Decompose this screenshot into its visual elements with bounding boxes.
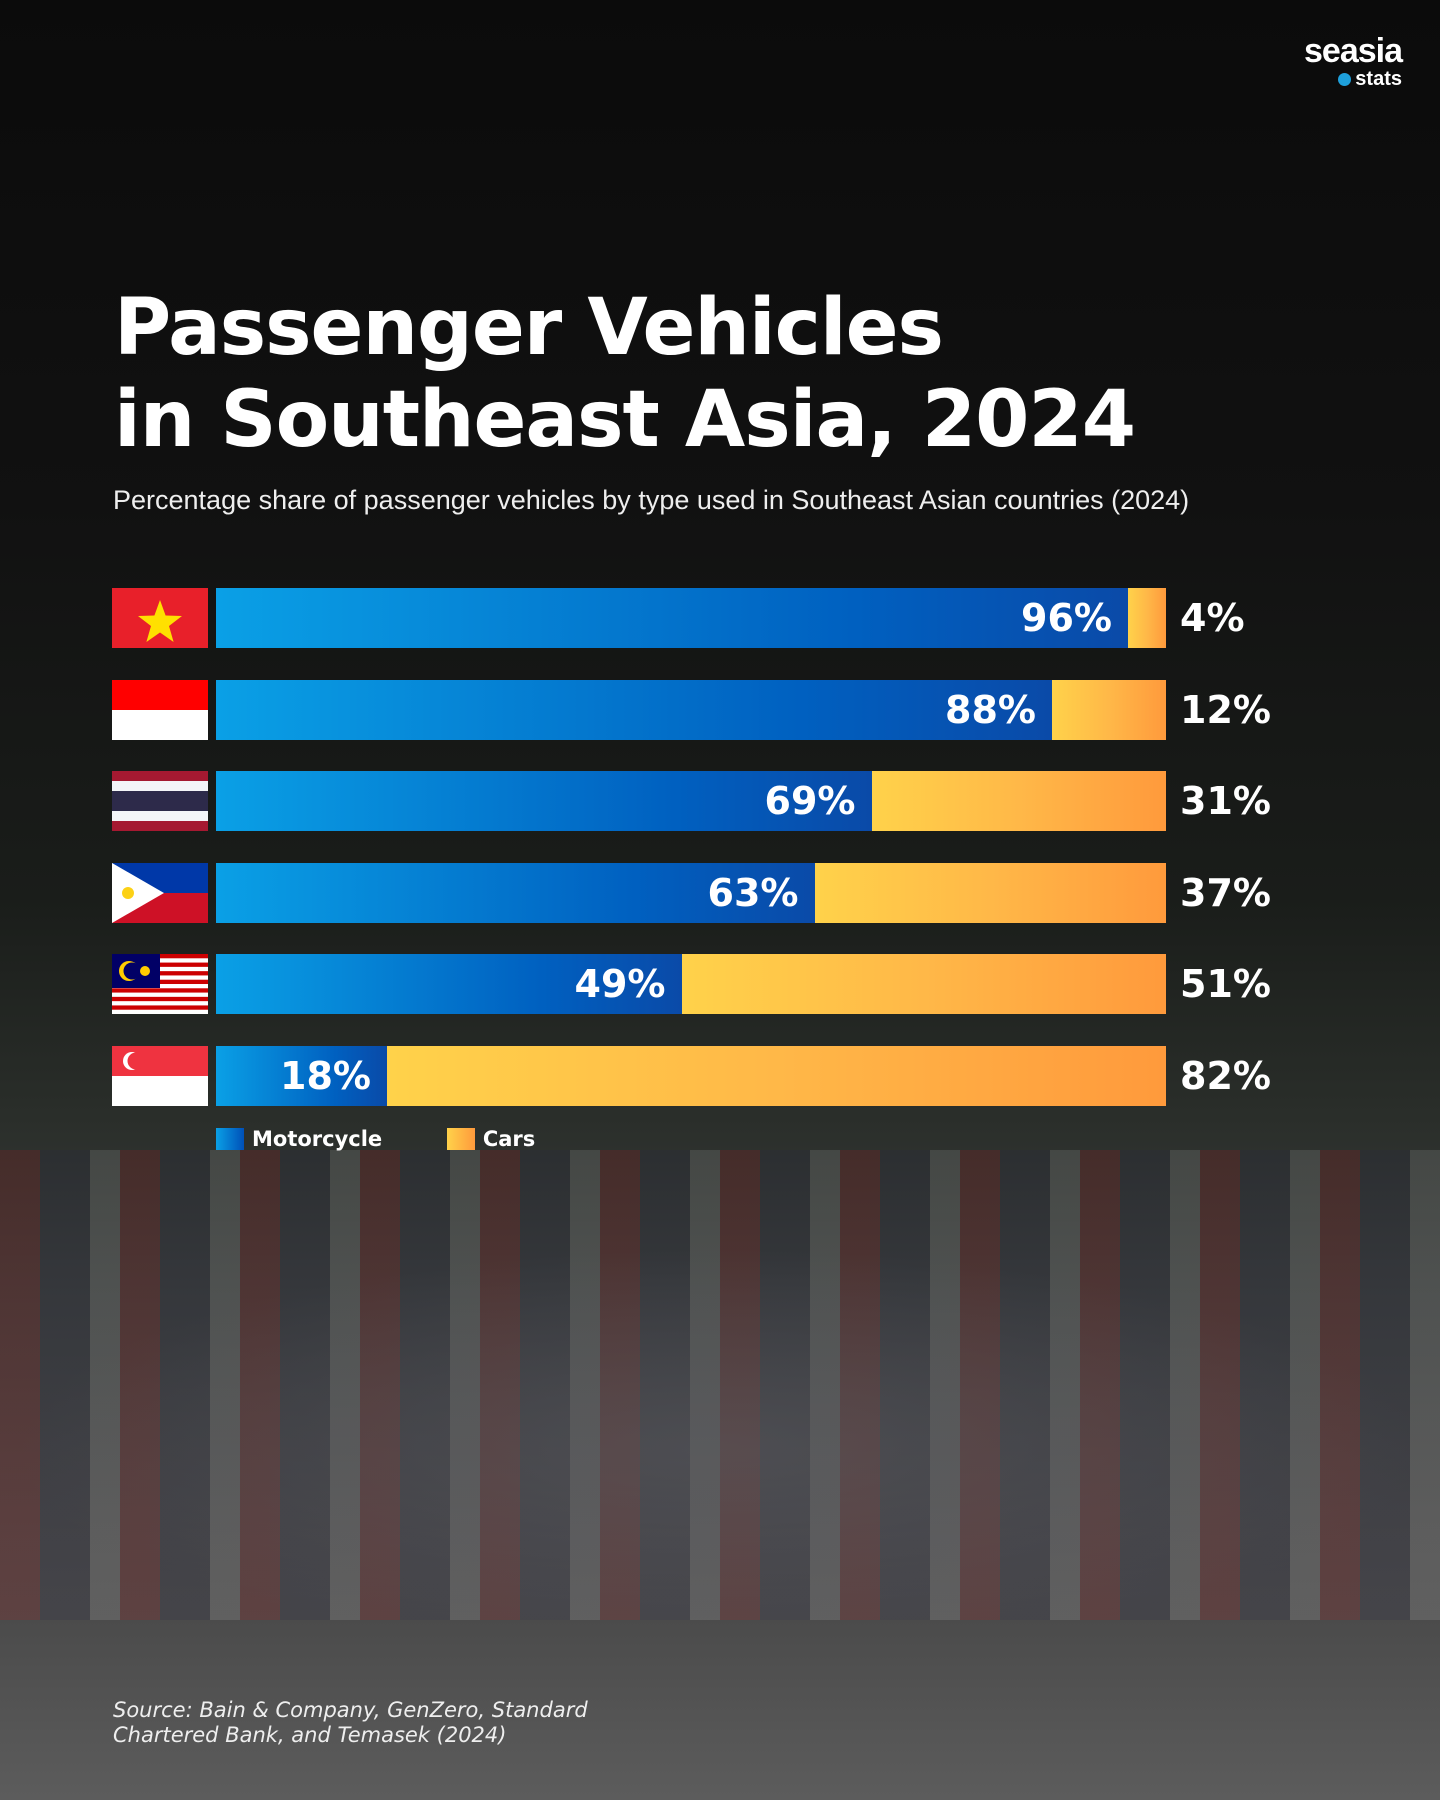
bar-cars-indonesia (1052, 680, 1166, 740)
logo-sub: stats (1355, 68, 1402, 90)
bar-motorcycle-philippines (216, 863, 815, 923)
bar-cars-thailand (871, 771, 1166, 831)
bar-motorcycle-malaysia (216, 954, 682, 1014)
title-line-2: in Southeast Asia, 2024 (114, 375, 1136, 465)
bar-motorcycle-thailand (216, 771, 872, 831)
stacked-bar: 49% (216, 954, 1166, 1014)
stacked-bar: 88% (216, 680, 1166, 740)
bar-motorcycle-vietnam (216, 588, 1128, 648)
bar-row-singapore: 18% 82% (112, 1046, 1412, 1106)
flag-philippines-icon (112, 863, 208, 923)
legend-label-cars: Cars (482, 1127, 536, 1151)
source-line-1: Source: Bain & Company, GenZero, Standar… (113, 1698, 588, 1722)
label-cars-singapore: 82% (1180, 1054, 1271, 1098)
stacked-bar: 69% (216, 771, 1166, 831)
bar-row-thailand: 69% 31% (112, 771, 1412, 831)
bar-row-indonesia: 88% 12% (112, 680, 1412, 740)
bar-row-philippines: 63% 37% (112, 863, 1412, 923)
bar-row-malaysia: 49% 51% (112, 954, 1412, 1014)
bar-cars-malaysia (681, 954, 1166, 1014)
label-motorcycle-thailand: 69% (764, 779, 856, 823)
flag-singapore-icon (112, 1046, 208, 1106)
label-cars-thailand: 31% (1180, 779, 1271, 823)
source-note: Source: Bain & Company, GenZero, Standar… (113, 1698, 588, 1748)
label-cars-philippines: 37% (1180, 871, 1271, 915)
legend-swatch-cars (446, 1128, 475, 1150)
stacked-bar: 96% (216, 588, 1166, 648)
title-line-1: Passenger Vehicles (114, 283, 944, 373)
flag-indonesia-icon (112, 680, 208, 740)
logo-dot-icon (1338, 73, 1352, 86)
bar-motorcycle-singapore (216, 1046, 387, 1106)
bar-cars-singapore (387, 1046, 1166, 1106)
legend-label-motorcycle: Motorcycle (252, 1127, 383, 1151)
label-cars-indonesia: 12% (1180, 688, 1271, 732)
label-cars-vietnam: 4% (1180, 596, 1245, 640)
label-motorcycle-vietnam: 96% (1021, 596, 1112, 640)
stacked-bar: 63% (216, 863, 1166, 923)
bar-cars-philippines (814, 863, 1166, 923)
bar-cars-vietnam (1128, 588, 1166, 648)
label-motorcycle-singapore: 18% (280, 1054, 371, 1098)
flag-vietnam-icon (112, 588, 208, 648)
bar-motorcycle-indonesia (216, 680, 1052, 740)
label-cars-malaysia: 51% (1180, 962, 1271, 1006)
stacked-bar: 18% (216, 1046, 1166, 1106)
source-line-2: Chartered Bank, and Temasek (2024) (113, 1723, 507, 1747)
label-motorcycle-malaysia: 49% (574, 962, 666, 1006)
label-motorcycle-philippines: 63% (707, 871, 799, 915)
logo: seasia stats (1304, 32, 1403, 90)
chart-title: Passenger Vehicles in Southeast Asia, 20… (114, 282, 1136, 466)
logo-brand: seasia (1304, 32, 1403, 70)
flag-malaysia-icon (112, 954, 208, 1014)
chart-subtitle: Percentage share of passenger vehicles b… (113, 485, 1190, 515)
background-road (0, 1620, 1440, 1800)
legend: Motorcycle Cars (216, 1127, 535, 1151)
flag-thailand-icon (112, 771, 208, 831)
bar-row-vietnam: 96% 4% (112, 588, 1412, 648)
label-motorcycle-indonesia: 88% (945, 688, 1036, 732)
legend-swatch-motorcycle (216, 1128, 244, 1150)
